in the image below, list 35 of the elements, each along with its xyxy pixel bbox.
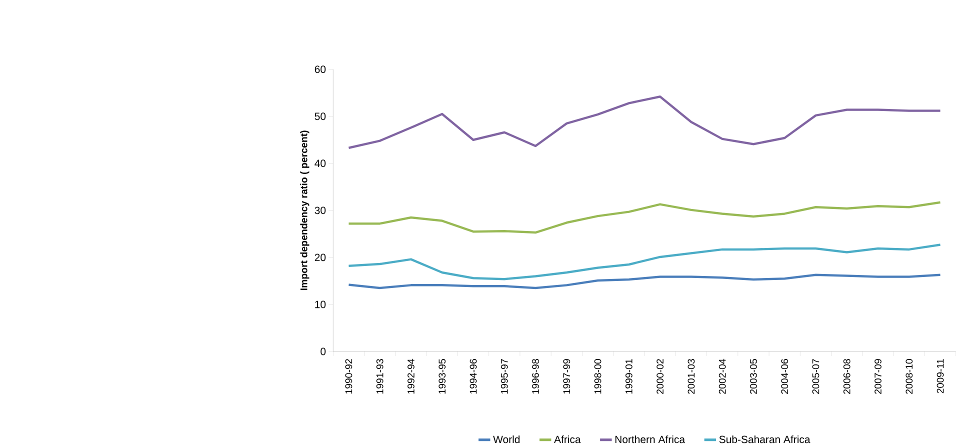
legend-label: Africa bbox=[554, 435, 581, 444]
y-tick-label: 20 bbox=[314, 254, 326, 262]
y-tick-label: 30 bbox=[314, 206, 326, 214]
x-tick-label: 2008-10 bbox=[906, 358, 913, 394]
y-tick-label: 60 bbox=[314, 66, 326, 73]
x-tick-label: 2009-11 bbox=[936, 359, 944, 394]
legend-label: Northern Africa bbox=[615, 435, 686, 444]
x-tick-label: 1996-98 bbox=[532, 358, 539, 394]
x-tick-label: 2004-06 bbox=[781, 358, 788, 394]
x-tick-label: 1990-92 bbox=[345, 359, 352, 394]
x-tick-label: 2005-07 bbox=[812, 359, 820, 394]
x-tick-label: 2002-04 bbox=[718, 358, 726, 394]
y-tick-label: 50 bbox=[314, 112, 326, 120]
y-tick-label: 0 bbox=[320, 348, 326, 356]
x-tick-label: 2001-03 bbox=[688, 358, 695, 394]
x-tick-label: 2006-08 bbox=[843, 358, 850, 394]
line-series bbox=[348, 274, 942, 290]
line-series bbox=[348, 201, 942, 234]
y-tick-label: 40 bbox=[314, 160, 326, 168]
legend-label: World bbox=[493, 435, 520, 444]
x-tick-label: 1992-94 bbox=[408, 358, 414, 394]
x-tick-label: 2000-02 bbox=[656, 359, 664, 394]
y-tick-label: 10 bbox=[315, 300, 326, 308]
x-tick-label: 2007-09 bbox=[874, 359, 882, 394]
x-tick-label: 1994-96 bbox=[470, 358, 477, 394]
legend-label: Sub-Saharan Africa bbox=[719, 435, 810, 444]
x-tick-label: 1993-95 bbox=[438, 358, 446, 394]
x-tick-label: 1995-97 bbox=[500, 359, 508, 394]
y-axis-title: Import dependency ratio ( percent) bbox=[300, 130, 310, 290]
line-series bbox=[348, 95, 942, 149]
x-tick-label: 1991-93 bbox=[376, 358, 384, 394]
x-tick-label: 2003-05 bbox=[750, 358, 757, 394]
x-tick-label: 1999-01 bbox=[625, 359, 632, 394]
x-tick-label: 1997-99 bbox=[563, 359, 570, 394]
x-tick-label: 1998-00 bbox=[594, 358, 602, 394]
